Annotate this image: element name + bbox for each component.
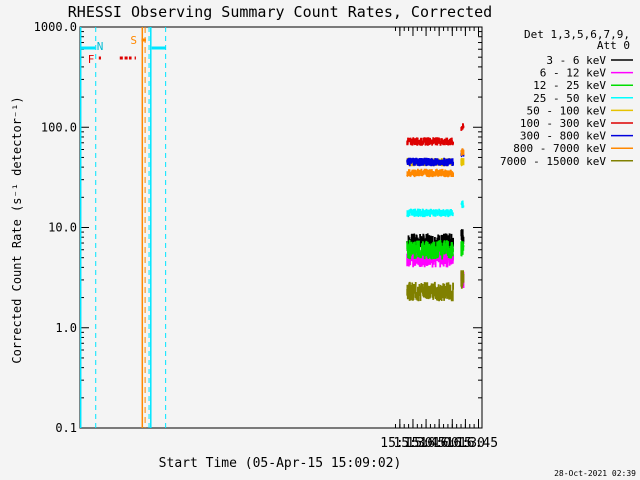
legend-label: 800 - 7000 keV bbox=[513, 142, 606, 155]
series-line bbox=[406, 281, 454, 302]
timestamp-footer: 28-Oct-2021 02:39 bbox=[554, 469, 636, 478]
legend-label: 25 - 50 keV bbox=[533, 92, 606, 105]
night-marker-label: N bbox=[97, 40, 104, 53]
series-line bbox=[406, 208, 454, 218]
y-tick-label: 10.0 bbox=[48, 221, 77, 235]
series-line-segment bbox=[460, 148, 465, 156]
plot-area: 0.1 1.0 10.0 100.0 1000.0 15:1515:3015:4516:0… bbox=[34, 20, 498, 451]
legend-label: 50 - 100 keV bbox=[527, 104, 607, 117]
x-tick-label: 15:45 bbox=[406, 436, 445, 451]
series-line bbox=[406, 168, 454, 178]
legend-header: Det 1,3,5,6,7,9, bbox=[524, 28, 630, 41]
legend-label: 3 - 6 keV bbox=[546, 54, 606, 67]
x-tick-label: 16:00 bbox=[420, 436, 459, 451]
y-tick-label: 0.1 bbox=[55, 421, 77, 435]
series-line-segment bbox=[460, 123, 465, 131]
legend-label: 12 - 25 keV bbox=[533, 79, 606, 92]
chart-title: RHESSI Observing Summary Count Rates, Co… bbox=[68, 3, 492, 21]
series-line-segment bbox=[460, 240, 465, 257]
y-axis-label: Corrected Count Rate (s⁻¹ detector⁻¹) bbox=[10, 96, 24, 363]
legend-label: 300 - 800 keV bbox=[520, 130, 606, 143]
series-line bbox=[406, 157, 454, 167]
flare-marker-label: F bbox=[88, 53, 95, 66]
x-tick-label: 16:45 bbox=[459, 436, 498, 451]
series-line bbox=[406, 239, 454, 260]
x-axis-label: Start Time (05-Apr-15 15:09:02) bbox=[159, 456, 402, 471]
legend-label: 7000 - 15000 keV bbox=[500, 155, 606, 168]
legend-label: 100 - 300 keV bbox=[520, 117, 606, 130]
legend-label: 6 - 12 keV bbox=[540, 67, 607, 80]
series-line bbox=[406, 137, 454, 146]
series-line-segment bbox=[460, 200, 465, 209]
series-line-segment bbox=[460, 270, 465, 289]
x-tick-label: 15:15 bbox=[380, 436, 419, 451]
series-line-segment bbox=[460, 158, 465, 167]
plot-frame bbox=[79, 26, 483, 429]
y-tick-label: 100.0 bbox=[41, 120, 77, 134]
legend-header: Att 0 bbox=[597, 39, 630, 52]
y-tick-label: 1000.0 bbox=[34, 20, 77, 34]
saa-marker-label: S bbox=[130, 34, 137, 47]
y-tick-label: 1.0 bbox=[55, 321, 77, 335]
x-tick-label: 15:30 bbox=[393, 436, 432, 451]
x-tick-label: 16:30 bbox=[446, 436, 485, 451]
x-tick-label: 16:15 bbox=[433, 436, 472, 451]
